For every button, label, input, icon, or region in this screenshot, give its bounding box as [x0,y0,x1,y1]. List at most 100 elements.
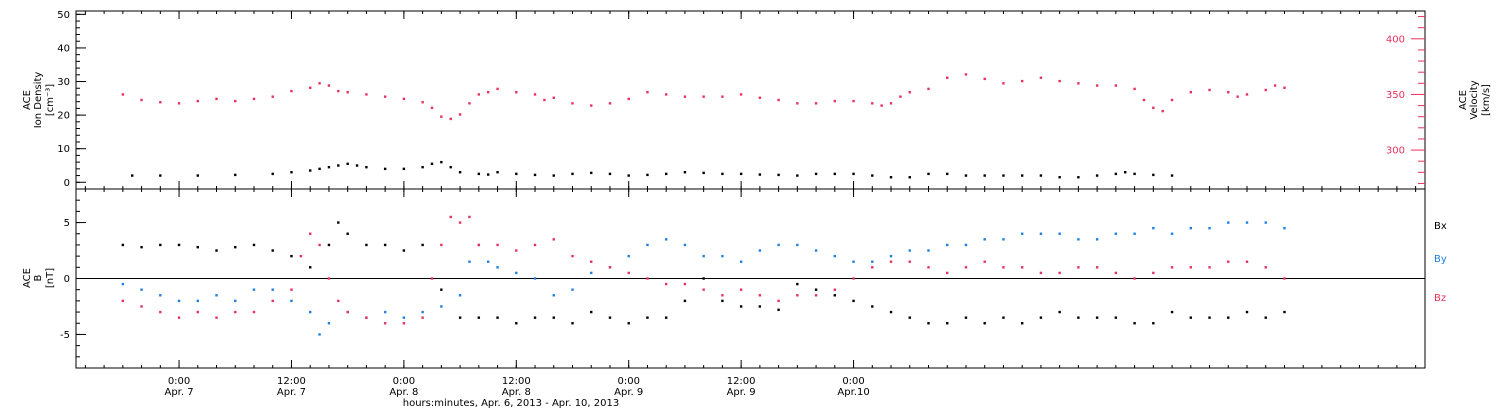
velocity-data-point [318,82,321,85]
bx-data-point [702,277,705,280]
by-data-point [1095,238,1099,241]
velocity-tick-label: 400 [1386,34,1405,45]
velocity-data-point [477,93,481,96]
bx-data-point [177,243,181,247]
bz-data-point [1152,271,1155,275]
velocity-data-point [440,115,443,118]
by-data-point [196,299,199,303]
by-data-point [215,294,218,297]
bx-data-point [440,288,443,291]
velocity-data-point [927,87,930,91]
bx-data-point [1227,316,1230,319]
bz-data-point [964,266,968,269]
bz-data-point [852,277,855,280]
by-data-point [571,288,574,291]
bz-data-point [177,316,181,319]
bz-data-point [571,254,574,258]
bz-data-point [337,299,340,303]
bz-data-point [1189,266,1192,269]
density-data-point [796,174,799,177]
velocity-data-point [1273,84,1277,87]
velocity-data-point [140,98,143,102]
bx-data-point [1189,316,1192,319]
bx-data-point [1020,322,1024,325]
velocity-data-point [664,93,668,96]
density-data-point [337,164,340,167]
bx-data-point [1077,316,1080,319]
density-data-point [833,172,837,176]
density-data-point [1020,174,1024,177]
bz-data-point [196,310,199,314]
bz-data-point [533,243,537,247]
bz-data-point [421,316,424,319]
bz-data-point [1002,266,1005,269]
density-ylabel-line-1: ACE [22,90,33,110]
by-data-point [927,249,930,252]
velocity-data-point [1077,82,1080,85]
bz-data-point [1208,266,1211,269]
bx-data-point [1002,316,1005,319]
by-data-point [383,310,387,314]
x-tick-date: Apr. 8 [502,387,531,398]
density-data-point [608,172,612,176]
by-data-point [683,243,687,247]
by-data-point [1077,238,1080,241]
bx-data-point [777,308,780,312]
by-data-point [1114,232,1118,235]
b-tick-label: 5 [64,218,70,229]
bz-data-point [1170,266,1174,269]
density-data-point [458,171,462,174]
velocity-data-point [646,91,649,94]
density-data-point [683,171,687,174]
bz-data-point [702,288,705,291]
velocity-data-point [1161,109,1164,113]
by-data-point [440,305,443,308]
density-tick-label: 50 [57,10,70,21]
by-data-point [177,299,181,303]
velocity-data-point [337,89,340,93]
bx-data-point [627,322,630,325]
velocity-data-point [365,93,368,96]
bz-data-point [140,305,143,308]
density-data-point [318,167,321,171]
bz-data-point [646,277,649,280]
velocity-data-point [777,98,780,102]
x-tick-date: Apr. 7 [277,387,306,398]
density-ylabel-line-2: Ion Density [33,72,44,129]
velocity-data-point [271,95,274,98]
x-tick-date: Apr. 9 [614,387,643,398]
by-data-point [271,288,274,291]
density-data-point [1152,173,1155,177]
velocity-data-point [683,95,687,98]
velocity-tick-label: 350 [1386,90,1405,101]
bz-data-point [1020,266,1024,269]
bx-data-point [477,316,481,319]
density-data-point [421,165,424,169]
bz-data-point [908,260,911,263]
by-data-point [796,243,799,247]
velocity-data-point [402,97,406,101]
bz-data-point [468,215,471,219]
bx-data-point [515,322,518,325]
x-tick-time: 0:00 [617,376,639,387]
by-data-point [777,243,780,247]
x-tick-date: Apr. 7 [164,387,193,398]
density-data-point [777,173,780,177]
velocity-data-point [177,102,181,105]
x-axis-title: hours:minutes, Apr. 6, 2013 - Apr. 10, 2… [403,398,619,409]
by-data-point [852,260,855,263]
density-tick-label: 30 [57,77,70,88]
bz-data-point [383,322,387,325]
by-data-point [627,254,630,258]
density-data-point [327,165,331,169]
velocity-data-point [468,102,471,105]
bz-data-point [983,260,986,263]
density-data-point [1133,172,1136,176]
by-data-point [1058,232,1061,235]
bz-data-point [449,215,452,219]
density-data-point [552,174,555,177]
velocity-data-point [908,91,911,94]
bx-data-point [889,310,893,314]
by-data-point [721,254,724,258]
